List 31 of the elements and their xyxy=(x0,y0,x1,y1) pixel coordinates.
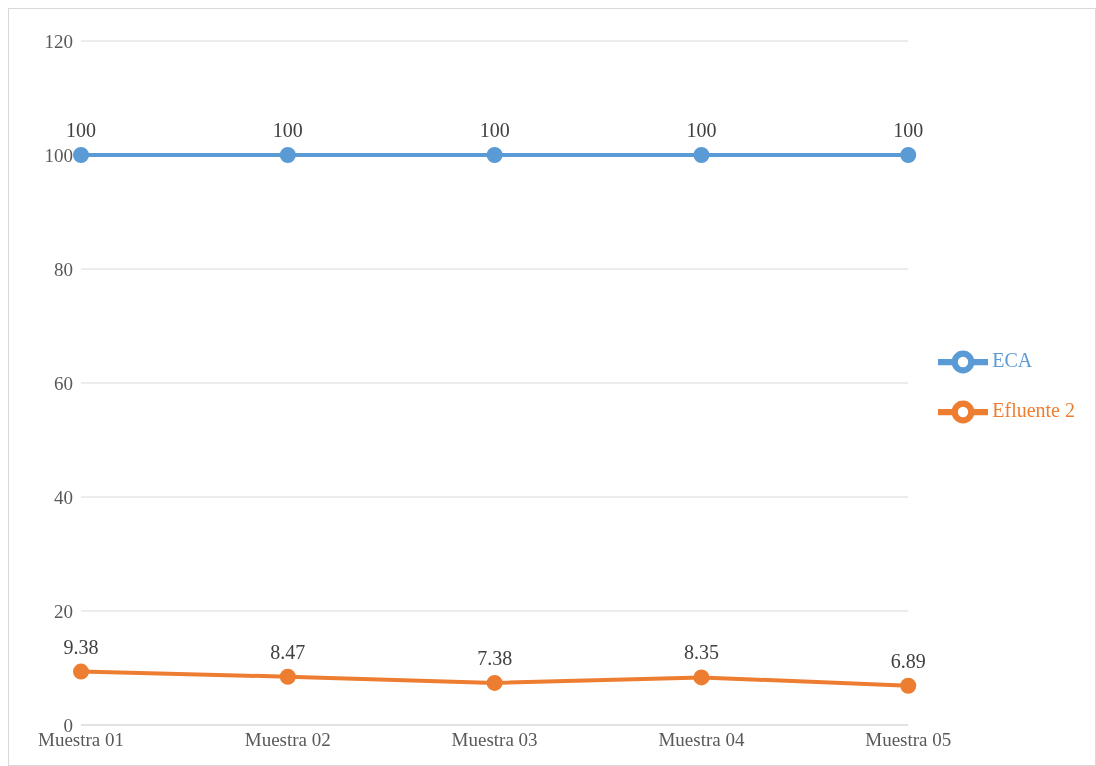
x-tick-label: Muestra 02 xyxy=(244,729,331,751)
x-tick-label: Muestra 04 xyxy=(658,729,745,751)
point xyxy=(900,147,917,163)
data-label: 100 xyxy=(893,119,924,141)
point xyxy=(279,147,296,163)
y-tick-label: 120 xyxy=(44,30,73,52)
data-label: 100 xyxy=(479,119,510,141)
point xyxy=(693,147,710,163)
y-tick-label: 20 xyxy=(54,600,73,622)
data-label: 8.47 xyxy=(270,640,306,663)
point xyxy=(73,147,89,163)
data-label: 100 xyxy=(686,119,717,141)
data-label: 100 xyxy=(272,119,303,141)
point xyxy=(486,147,503,163)
data-label: 6.89 xyxy=(890,649,926,672)
point xyxy=(73,663,89,680)
point xyxy=(693,669,710,686)
y-tick-label: 100 xyxy=(44,144,73,166)
legend-label: Efluente 2 xyxy=(992,398,1075,421)
legend-label: ECA xyxy=(992,348,1033,371)
data-label: 9.38 xyxy=(63,635,99,658)
data-label: 8.35 xyxy=(683,641,719,664)
point xyxy=(486,674,503,691)
y-tick-label: 60 xyxy=(54,372,73,394)
point xyxy=(279,668,296,685)
y-tick-label: 80 xyxy=(54,258,73,280)
x-tick-label: Muestra 05 xyxy=(865,729,952,751)
x-tick-label: Muestra 03 xyxy=(451,729,538,751)
data-label: 7.38 xyxy=(477,646,513,669)
point xyxy=(900,677,917,694)
y-tick-label: 40 xyxy=(54,486,73,508)
